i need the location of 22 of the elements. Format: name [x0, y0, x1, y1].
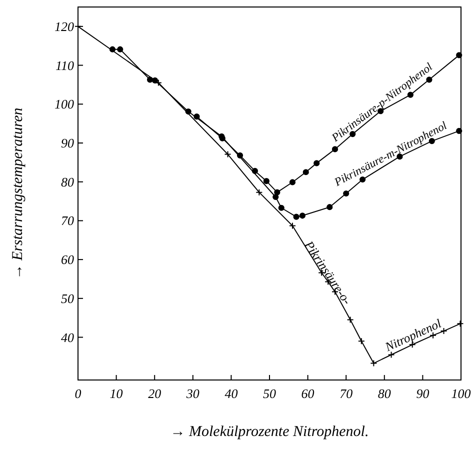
x-tick-label: 10 — [110, 386, 124, 401]
y-tick-label: 80 — [61, 174, 74, 190]
y-tick-label: 120 — [54, 18, 74, 34]
x-tick-label: 0 — [74, 386, 82, 401]
y-tick-label: 90 — [61, 135, 74, 150]
y-tick-label: 70 — [61, 213, 74, 228]
x-tick-label: 50 — [263, 386, 276, 401]
x-tick-label: 90 — [416, 386, 430, 401]
y-axis-title: → Erstarrungstemperaturen — [10, 108, 26, 280]
y-tick-label: 60 — [61, 252, 74, 268]
x-tick-label: 30 — [185, 386, 200, 401]
x-axis-title: → Molekülprozente Nitrophenol. — [170, 424, 369, 440]
x-tick-label: 20 — [148, 386, 162, 401]
x-tick-label: 80 — [378, 386, 392, 401]
y-tick-label: 100 — [54, 96, 74, 112]
x-tick-label: 60 — [301, 386, 315, 401]
x-tick-label: 70 — [340, 386, 354, 401]
x-tick-label: 100 — [451, 386, 472, 401]
x-tick-label: 40 — [224, 386, 238, 401]
y-tick-label: 40 — [61, 330, 74, 345]
y-tick-label: 50 — [61, 290, 74, 306]
y-tick-label: 110 — [55, 58, 74, 73]
